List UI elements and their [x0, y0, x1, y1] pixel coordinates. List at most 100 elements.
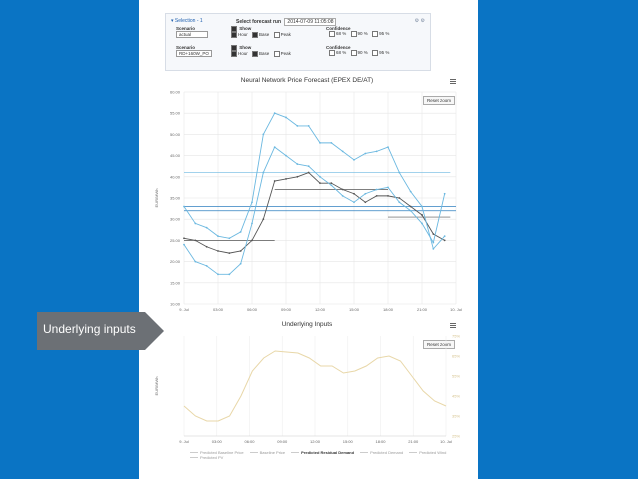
data-point [205, 264, 208, 267]
series-line [183, 146, 446, 275]
confidence-row-2: Confidence 68 % 90 % 95 % [326, 45, 389, 56]
legend-item[interactable]: Predicted Wind [409, 450, 446, 455]
confidence-label: Confidence [326, 26, 351, 31]
show-row-2: Show Hour Base Peak [228, 45, 291, 57]
menu-icon[interactable] [450, 79, 456, 85]
scenario-row-1: Scenario actual [176, 26, 208, 38]
data-point [387, 194, 389, 197]
inputs-chart-title: Underlying Inputs [281, 321, 333, 328]
x-tick-label: 06:00 [244, 439, 255, 444]
conf-95-checkbox-2[interactable] [372, 50, 379, 56]
legend-item[interactable]: Predicted Demand [360, 450, 403, 455]
data-point [296, 175, 299, 178]
peak-checkbox-1[interactable] [273, 32, 280, 38]
forecast-run-label: Select forecast run [236, 19, 282, 25]
data-point [387, 186, 389, 189]
conf-90-checkbox-1[interactable] [350, 31, 357, 37]
conf-90-label: 90 % [357, 31, 368, 37]
data-point [205, 245, 208, 248]
conf-90-label: 90 % [357, 50, 368, 56]
conf-95-checkbox-1[interactable] [372, 31, 379, 37]
right-tick-label: 75% [452, 334, 460, 339]
hour-checkbox-2[interactable] [231, 51, 237, 57]
scenario-select-1[interactable]: actual [176, 31, 208, 38]
legend-item[interactable]: Predicted Baseline Price [190, 450, 244, 455]
y-axis-label: EUR/MWh [154, 189, 159, 208]
data-point [273, 112, 276, 115]
selection-toggle[interactable]: ▾ Selection - 1 [171, 18, 203, 24]
show-label: Show [239, 45, 252, 51]
conf-90-checkbox-2[interactable] [350, 50, 357, 56]
data-point [353, 201, 355, 204]
data-point [432, 233, 435, 235]
x-tick-label: 15:00 [343, 439, 354, 444]
hour-checkbox-1[interactable] [231, 32, 237, 38]
data-point [183, 243, 185, 246]
legend-item[interactable]: Predicted PV [190, 455, 223, 460]
data-point [285, 154, 287, 157]
legend-item[interactable]: Predicted Residual Demand [291, 450, 354, 455]
y-tick-label: 55.00 [170, 111, 181, 116]
data-point [307, 125, 310, 127]
data-point [330, 184, 333, 187]
forecast-run-dropdown[interactable]: 2014-07-09 11:05:08 [284, 18, 337, 26]
x-tick-label: 06:00 [247, 307, 258, 312]
conf-68-checkbox-2[interactable] [329, 50, 335, 56]
conf-95-label: 95 % [379, 50, 390, 56]
legend-label: Predicted Residual Demand [301, 450, 355, 455]
selection-panel: ▾ Selection - 1 Select forecast run 2014… [165, 13, 431, 71]
series-line [183, 350, 447, 422]
x-tick-label: 18:00 [383, 307, 394, 312]
reset-zoom-button[interactable]: Reset zoom [422, 340, 455, 349]
conf-68-checkbox-1[interactable] [329, 31, 335, 37]
reset-zoom-button[interactable]: Reset zoom [422, 96, 455, 105]
data-point [194, 222, 197, 225]
legend-swatch [249, 452, 258, 454]
gear-icon[interactable]: ⚙ ⚙ [414, 18, 425, 24]
data-point [251, 201, 253, 204]
menu-icon[interactable] [450, 323, 456, 329]
inputs-chart-plot: 9. Jul 03:00 06:00 09:00 12:00 15:00 18:00 21:0… [154, 334, 460, 445]
right-tick-label: 55% [452, 374, 460, 379]
data-point [375, 188, 378, 191]
confidence-label: Confidence [326, 45, 351, 50]
legend-swatch [409, 452, 418, 454]
x-tick-label: 09:00 [281, 307, 292, 312]
show-checkbox-2[interactable] [231, 45, 237, 51]
base-checkbox-1[interactable] [252, 32, 259, 38]
data-point [353, 192, 355, 195]
x-tick-label: 03:00 [212, 439, 223, 444]
y-tick-label: 35.00 [170, 196, 181, 201]
data-point [443, 235, 446, 238]
base-label: Base [259, 32, 270, 38]
x-tick-label: 15:00 [349, 307, 360, 312]
data-point [183, 237, 185, 240]
data-point [183, 205, 185, 208]
data-point [398, 197, 401, 199]
base-checkbox-2[interactable] [252, 51, 259, 57]
forecast-run-selector[interactable]: Select forecast run 2014-07-09 11:05:08 [236, 18, 337, 26]
hour-label: Hour [238, 51, 248, 57]
data-point [409, 209, 412, 212]
data-point [364, 152, 367, 155]
series-line [183, 112, 446, 250]
show-row-1: Show Hour Base Peak [228, 26, 291, 38]
x-tick-label: 9. Jul [179, 439, 189, 444]
data-point [194, 239, 197, 242]
y-tick-label: 50.00 [170, 132, 181, 137]
base-label: Base [259, 51, 270, 57]
data-point [432, 241, 435, 244]
data-point [421, 205, 423, 208]
legend-label: Predicted Wind [419, 450, 447, 455]
y-tick-label: 15.00 [170, 280, 181, 285]
legend-item[interactable]: Baseline Price [249, 450, 286, 455]
price-chart-plot: 10.00 15.00 20.00 25.00 30.00 35.00 40.00 45.00… [154, 90, 462, 313]
right-tick-label: 35% [452, 414, 460, 419]
scenario-select-2[interactable]: RD+160W_PO [176, 50, 212, 57]
show-checkbox-1[interactable] [231, 26, 237, 32]
data-point [330, 182, 333, 185]
data-point [262, 171, 265, 174]
peak-checkbox-2[interactable] [273, 51, 280, 57]
legend-label: Baseline Price [259, 450, 286, 455]
right-tick-label: 45% [452, 394, 460, 399]
